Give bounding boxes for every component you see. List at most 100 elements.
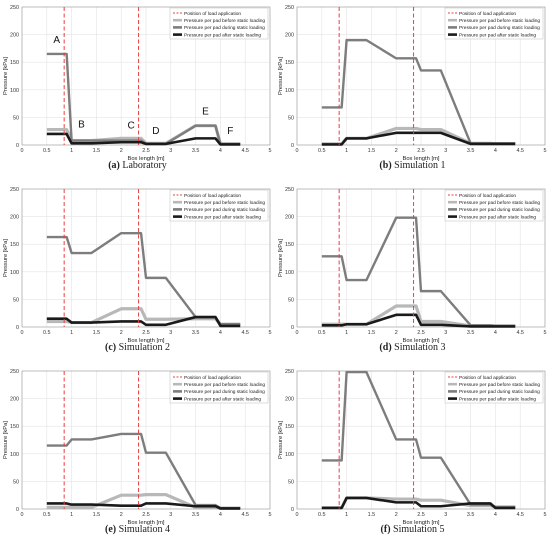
legend-entry: Position of load application: [459, 11, 516, 17]
pad-label: C: [128, 120, 135, 131]
y-tick-label: 150: [285, 424, 294, 430]
x-tick-label: 5: [544, 512, 547, 518]
x-tick-label: 1: [345, 330, 348, 336]
x-tick-label: 3: [444, 512, 447, 518]
x-tick-label: 0.5: [318, 330, 326, 336]
legend-entry: Pressure per pad after static loading: [459, 396, 536, 402]
y-tick-label: 150: [10, 242, 19, 248]
x-tick-label: 1.5: [93, 512, 101, 518]
x-tick-label: 1.5: [368, 148, 376, 154]
x-tick-label: 2: [395, 512, 398, 518]
y-tick-label: 100: [10, 452, 19, 458]
y-tick-label: 50: [13, 479, 19, 485]
legend-box: [444, 371, 544, 404]
legend-entry: Pressure per pad before static loading: [459, 18, 540, 24]
plot-frame: [296, 188, 546, 328]
series-after-line: [321, 496, 516, 510]
x-tick-label: 3.5: [192, 330, 200, 336]
caption-id: (c): [104, 342, 117, 353]
y-tick-label: 200: [285, 215, 294, 221]
x-tick-label: 0.5: [318, 148, 326, 154]
legend-entry: Position of load application: [459, 375, 516, 381]
legend-box: [444, 7, 544, 40]
x-tick-label: 3.5: [467, 148, 475, 154]
legend-entry: Pressure per pad after static loading: [459, 32, 536, 38]
x-tick-label: 4.5: [516, 512, 524, 518]
chart-caption: (e) Simulation 4: [0, 524, 275, 535]
x-axis-label: Box length [m]: [402, 156, 439, 162]
x-tick-label: 5: [544, 330, 547, 336]
x-tick-label: 4.5: [516, 148, 524, 154]
series-after-line: [321, 131, 516, 146]
x-tick-label: 4: [219, 512, 222, 518]
y-axis-label: Pressure [kPa]: [3, 421, 9, 459]
caption-text: Simulation 2: [116, 342, 170, 353]
y-tick-label: 200: [10, 33, 19, 39]
pad-label: F: [227, 126, 233, 137]
x-tick-label: 3.5: [192, 512, 200, 518]
x-tick-label: 1: [345, 148, 348, 154]
y-tick-label: 100: [10, 88, 19, 94]
x-tick-label: 2: [120, 148, 123, 154]
chart-panel: 0 0.5 1 1.5 2 2.5 3 3.5 4 4.5 5 0 50 100 150 200 250 Box …: [275, 364, 550, 546]
chart-svg: 0 0.5 1 1.5 2 2.5 3 3.5 4 4.5 5050100150200250Box …: [3, 369, 272, 526]
legend-entry: Pressure per pad during static loading: [184, 25, 265, 31]
chart-panel: 0 0.5 1 1.5 2 2.5 3 3.5 4 4.5 5 0 50 100 150 200 250 Box …: [0, 182, 275, 364]
legend-entry: Pressure per pad during static loading: [184, 389, 265, 395]
y-tick-label: 0: [16, 507, 19, 513]
legend-entry: Pressure per pad during static loading: [184, 207, 265, 213]
x-tick-label: 1.5: [93, 148, 101, 154]
x-tick-label: 2.5: [417, 148, 425, 154]
x-tick-label: 1: [70, 148, 73, 154]
y-tick-label: 200: [285, 397, 294, 403]
x-tick-label: 3: [444, 330, 447, 336]
legend-entry: Position of load application: [459, 193, 516, 199]
x-tick-label: 5: [269, 330, 272, 336]
y-tick-label: 0: [16, 143, 19, 149]
y-tick-label: 200: [10, 397, 19, 403]
legend-box: [169, 371, 269, 404]
y-tick-label: 150: [285, 242, 294, 248]
x-tick-label: 1: [345, 512, 348, 518]
y-tick-label: 100: [10, 270, 19, 276]
x-tick-label: 0: [21, 148, 24, 154]
chart-svg: 0 0.5 1 1.5 2 2.5 3 3.5 4 4.5 5050100150200250Box …: [278, 5, 547, 162]
caption-text: Laboratory: [119, 160, 167, 171]
x-tick-label: 0.5: [43, 148, 51, 154]
chart-panel: 0 0.5 1 1.5 2 2.5 3 3.5 4 4.5 5 0 50 100 150 200 250 Box …: [275, 182, 550, 364]
pad-label: B: [78, 119, 85, 130]
y-tick-label: 50: [13, 297, 19, 303]
y-tick-label: 50: [288, 115, 294, 121]
x-tick-label: 1: [70, 512, 73, 518]
x-tick-label: 0: [21, 330, 24, 336]
caption-text: Simulation 4: [116, 524, 170, 535]
x-tick-label: 2.5: [142, 330, 150, 336]
legend-entry: Pressure per pad during static loading: [459, 389, 540, 395]
series-after-line: [46, 315, 241, 328]
y-tick-label: 150: [10, 60, 19, 66]
y-tick-label: 50: [288, 297, 294, 303]
plot-frame: [21, 370, 271, 510]
y-tick-label: 200: [285, 33, 294, 39]
legend-entry: Pressure per pad before static loading: [184, 200, 265, 206]
caption-text: Simulation 3: [391, 342, 446, 353]
y-tick-label: 200: [10, 215, 19, 221]
caption-id: (f): [380, 524, 391, 535]
x-tick-label: 0.5: [318, 512, 326, 518]
chart-caption: (c) Simulation 2: [0, 342, 275, 353]
x-axis-label: Box length [m]: [127, 156, 164, 162]
x-tick-label: 3: [444, 148, 447, 154]
x-tick-label: 4: [494, 512, 497, 518]
legend-box: [169, 189, 269, 222]
pad-label: E: [202, 107, 209, 118]
x-axis-label: Box length [m]: [127, 520, 164, 526]
x-tick-label: 1: [70, 330, 73, 336]
plot-frame: [21, 188, 271, 328]
plot-frame: [296, 370, 546, 510]
y-axis-label: Pressure [kPa]: [3, 57, 9, 95]
y-tick-label: 250: [285, 369, 294, 375]
x-tick-label: 3.5: [467, 512, 475, 518]
y-tick-label: 0: [291, 507, 294, 513]
x-tick-label: 2.5: [417, 512, 425, 518]
chart-svg: 0 0.5 1 1.5 2 2.5 3 3.5 4 4.5 5050100150200250Box …: [278, 187, 547, 344]
